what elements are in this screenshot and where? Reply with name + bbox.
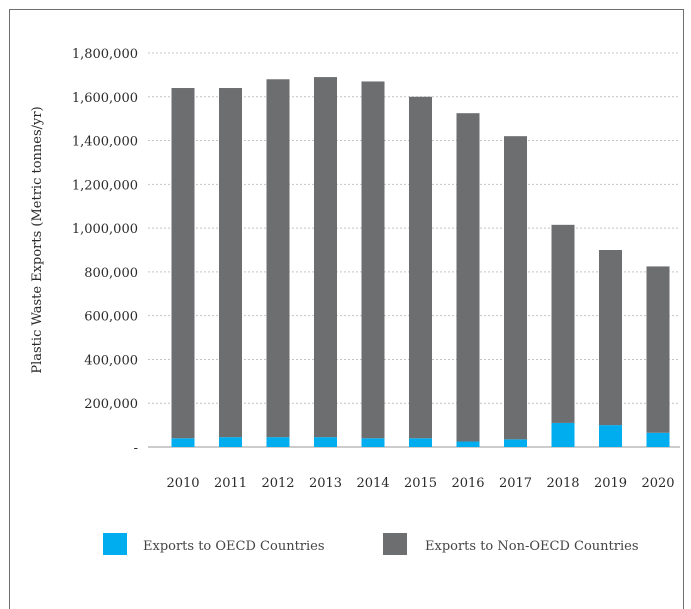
x-tick-label: 2011 <box>214 476 247 491</box>
bar-oecd <box>409 438 432 447</box>
bar-oecd <box>219 437 242 447</box>
bar-oecd <box>314 437 337 447</box>
x-tick-label: 2018 <box>546 476 579 491</box>
bar-non-oecd <box>266 79 290 438</box>
bar-non-oecd <box>646 266 670 433</box>
y-tick-label: 1,400,000 <box>72 135 138 150</box>
bar-oecd <box>646 432 670 447</box>
x-tick-label: 2014 <box>356 476 389 491</box>
bar-non-oecd <box>361 81 385 439</box>
bar-oecd <box>504 439 527 447</box>
x-tick-label: 2020 <box>641 476 674 491</box>
bar-oecd <box>599 425 622 447</box>
bar-non-oecd <box>314 77 337 438</box>
bars <box>171 77 670 447</box>
chart-frame <box>9 9 684 609</box>
x-tick-label: 2010 <box>166 476 199 491</box>
bar-non-oecd <box>456 113 480 442</box>
y-tick-label: 600,000 <box>84 310 138 325</box>
legend: Exports to OECD Countries Exports to Non… <box>103 533 639 555</box>
x-tick-label: 2019 <box>594 476 627 491</box>
x-axis: 2010 2011 2012 2013 2014 2015 2016 2017 2018 2019… <box>166 476 674 491</box>
y-tick-label: 800,000 <box>84 266 138 281</box>
bar-oecd <box>551 422 575 447</box>
legend-label-non-oecd: Exports to Non-OECD Countries <box>425 539 639 554</box>
bar-non-oecd <box>409 96 432 439</box>
legend-swatch-oecd <box>103 533 127 555</box>
bar-non-oecd <box>219 88 242 438</box>
y-tick-label: 1,800,000 <box>72 47 138 62</box>
y-axis: - 200,000 400,000 600,000 800,000 1,000,000 1,… <box>72 47 138 456</box>
legend-label-oecd: Exports to OECD Countries <box>143 539 325 554</box>
bar-non-oecd <box>599 250 622 426</box>
bar-oecd <box>171 438 195 447</box>
y-tick-label: 400,000 <box>84 353 138 368</box>
x-tick-label: 2013 <box>309 476 342 491</box>
bar-oecd <box>266 437 290 447</box>
x-tick-label: 2016 <box>451 476 484 491</box>
y-tick-label: - <box>134 441 138 456</box>
bar-oecd <box>456 441 480 447</box>
bar-non-oecd <box>171 88 195 439</box>
y-tick-label: 1,600,000 <box>72 91 138 106</box>
x-tick-label: 2015 <box>404 476 437 491</box>
y-tick-label: 1,000,000 <box>72 222 138 237</box>
bar-non-oecd <box>504 136 527 440</box>
x-tick-label: 2012 <box>261 476 294 491</box>
y-tick-label: 200,000 <box>84 397 138 412</box>
y-axis-title: Plastic Waste Exports (Metric tonnes/yr) <box>30 106 45 373</box>
x-tick-label: 2017 <box>499 476 532 491</box>
bar-oecd <box>361 438 385 447</box>
legend-swatch-non-oecd <box>383 533 407 555</box>
bar-non-oecd <box>551 224 575 423</box>
y-tick-label: 1,200,000 <box>72 178 138 193</box>
